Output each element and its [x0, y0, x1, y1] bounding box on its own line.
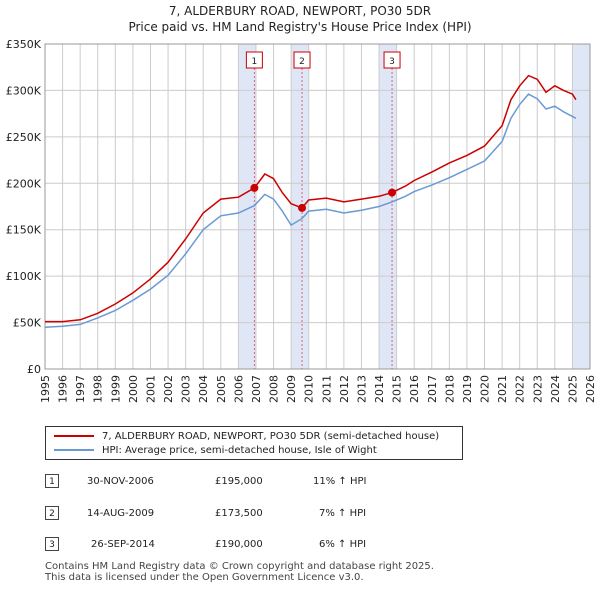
- x-tick-label: 2008: [268, 375, 281, 403]
- x-tick-label: 2013: [355, 375, 368, 403]
- x-tick-label: 1996: [57, 375, 70, 403]
- y-tick-label: £50K: [13, 317, 42, 330]
- sale-price: £173,500: [215, 508, 263, 519]
- footer-copyright: Contains HM Land Registry data © Crown c…: [45, 561, 434, 572]
- x-tick-label: 2014: [373, 375, 386, 403]
- x-tick-label: 1997: [74, 375, 87, 403]
- legend: 7, ALDERBURY ROAD, NEWPORT, PO30 5DR (se…: [45, 426, 463, 460]
- hpi-line: [44, 93, 577, 328]
- x-tick-label: 2002: [162, 375, 175, 403]
- y-tick-label: £150K: [6, 224, 42, 237]
- x-tick-label: 2017: [426, 375, 439, 403]
- sale-date: 26-SEP-2014: [91, 539, 155, 550]
- y-tick-label: £300K: [6, 84, 42, 97]
- y-tick-label: £100K: [6, 270, 42, 283]
- legend-item-hpi: HPI: Average price, semi-detached house,…: [54, 444, 377, 458]
- y-tick-label: £250K: [6, 131, 42, 144]
- x-tick-label: 1995: [39, 375, 52, 403]
- x-tick-label: 2026: [584, 375, 597, 403]
- x-tick-label: 2012: [338, 375, 351, 403]
- footer: Contains HM Land Registry data © Crown c…: [45, 561, 434, 583]
- chart-subtitle: Price paid vs. HM Land Registry's House …: [128, 20, 472, 34]
- sale-marker-box-2: [293, 51, 311, 69]
- property-price-line: [45, 74, 577, 323]
- x-tick-label: 2003: [180, 375, 193, 403]
- shaded-period-4: [572, 44, 590, 369]
- x-tick-label: 2018: [443, 375, 456, 403]
- x-tick-label: 2023: [531, 375, 544, 403]
- x-tick-label: 2016: [408, 375, 421, 403]
- x-tick-label: 1998: [92, 375, 105, 403]
- y-tick-label: £200K: [6, 177, 42, 190]
- sale-point-1: [250, 183, 259, 192]
- plot-frame: [44, 43, 591, 370]
- x-tick-label: 1999: [109, 375, 122, 403]
- x-tick-label: 2009: [285, 375, 298, 403]
- x-tick-label: 2019: [461, 375, 474, 403]
- shaded-period-3: [379, 44, 397, 369]
- legend-item-property: 7, ALDERBURY ROAD, NEWPORT, PO30 5DR (se…: [54, 430, 439, 444]
- sale-point-3: [388, 188, 397, 197]
- sale-number: 3: [45, 537, 59, 551]
- sale-marker-box-1: [245, 51, 263, 69]
- x-tick-label: 2021: [496, 375, 509, 403]
- sale-date: 14-AUG-2009: [87, 508, 155, 519]
- sale-marker-box-3: [383, 51, 401, 69]
- price-chart: £0 £50K £100K £150K £200K £250K £300K £350K 1995…: [6, 38, 597, 403]
- legend-swatch-hpi: [54, 449, 94, 451]
- sale-delta: 7% ↑ HPI: [319, 508, 367, 519]
- sale-number: 1: [45, 474, 59, 488]
- x-tick-label: 2000: [127, 375, 140, 403]
- x-tick-label: 2010: [303, 375, 316, 403]
- y-tick-label: £350K: [6, 38, 42, 51]
- sale-marker-label-1: 1: [252, 57, 258, 67]
- sale-delta: 6% ↑ HPI: [319, 539, 367, 550]
- x-tick-label: 2025: [566, 375, 579, 403]
- x-tick-label: 2004: [197, 375, 210, 403]
- chart-title: 7, ALDERBURY ROAD, NEWPORT, PO30 5DR: [168, 4, 432, 18]
- x-tick-label: 2020: [479, 375, 492, 403]
- sale-number: 2: [45, 506, 59, 520]
- sale-date: 30-NOV-2006: [87, 476, 154, 487]
- x-tick-label: 2007: [250, 375, 263, 403]
- x-tick-label: 2005: [215, 375, 228, 403]
- x-tick-label: 2022: [514, 375, 527, 403]
- footer-licence: This data is licensed under the Open Gov…: [45, 572, 364, 583]
- x-tick-label: 2006: [232, 375, 245, 403]
- sale-marker-label-2: 2: [299, 57, 305, 67]
- sale-point-2: [298, 203, 307, 212]
- legend-label-hpi: HPI: Average price, semi-detached house,…: [102, 445, 377, 456]
- x-tick-label: 2001: [144, 375, 157, 403]
- sale-delta: 11% ↑ HPI: [313, 476, 367, 487]
- y-tick-label: £0: [27, 363, 41, 376]
- shaded-period-1: [238, 44, 256, 369]
- sale-price: £195,000: [215, 476, 263, 487]
- legend-label-property: 7, ALDERBURY ROAD, NEWPORT, PO30 5DR (se…: [102, 431, 440, 442]
- sale-marker-label-3: 3: [389, 57, 395, 67]
- x-tick-label: 2011: [320, 375, 333, 403]
- x-tick-label: 2024: [549, 375, 562, 403]
- legend-swatch-property: [54, 435, 94, 437]
- sale-price: £190,000: [215, 539, 263, 550]
- x-tick-label: 2015: [391, 375, 404, 403]
